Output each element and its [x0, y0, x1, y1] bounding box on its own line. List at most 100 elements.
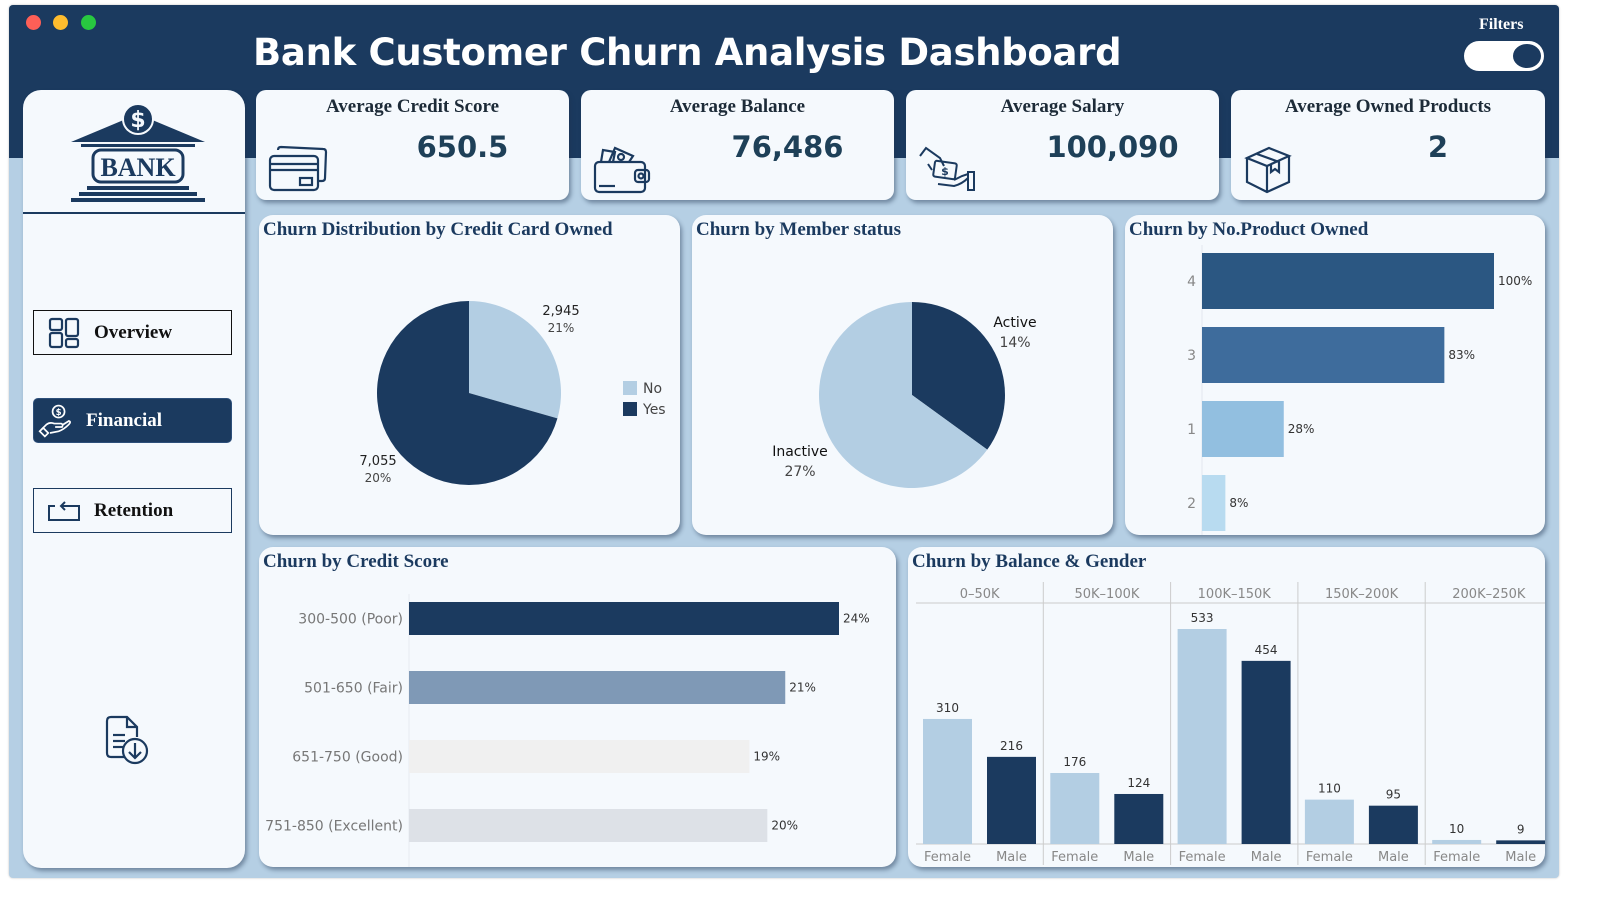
value-label: 8% [1229, 496, 1248, 510]
category-label: Female [1433, 850, 1480, 865]
value-label: 20% [771, 819, 798, 833]
return-arrow-icon [46, 493, 82, 529]
layout-grid-icon [46, 315, 82, 351]
bar-female [1304, 799, 1354, 844]
value-label: 533 [1191, 611, 1214, 625]
panel-title: Churn by Credit Score [263, 551, 449, 572]
nav-overview-button[interactable]: Overview [33, 310, 232, 355]
panel-title: Churn by Balance & Gender [912, 551, 1147, 572]
svg-text:$: $ [56, 408, 62, 418]
category-label: Female [1306, 850, 1353, 865]
category-label: Male [996, 850, 1027, 865]
bar-female [1177, 629, 1227, 844]
product-bar-chart: 4 100%3 83%1 28%2 8% [1187, 245, 1532, 535]
category-label: Female [1051, 850, 1098, 865]
value-label: 454 [1255, 643, 1278, 657]
slice-rate-label: 14% [999, 335, 1030, 351]
kpi-value: 76,486 [731, 130, 844, 164]
bar [1202, 253, 1494, 309]
pie-slice-inactive [819, 302, 988, 488]
value-label: 110 [1318, 782, 1341, 796]
slice-rate-label: 21% [548, 321, 575, 335]
pie-slice-no [469, 301, 561, 419]
bar [409, 740, 750, 773]
nav-financial-button[interactable]: $ Financial [33, 398, 232, 443]
credit-card-icon [268, 145, 328, 192]
group-label: 150K–200K [1325, 587, 1399, 602]
bar [409, 671, 786, 704]
file-download-icon[interactable] [105, 715, 153, 767]
category-label: 1 [1187, 422, 1196, 438]
bar-female [923, 718, 972, 844]
value-label: 21% [789, 681, 816, 695]
bar-male [987, 756, 1036, 844]
panel-title: Churn by No.Product Owned [1129, 219, 1369, 240]
close-window-button[interactable] [26, 15, 41, 30]
slice-name-label: Active [993, 315, 1036, 331]
panel-title: Churn Distribution by Credit Card Owned [263, 219, 613, 240]
bar [409, 809, 768, 842]
slice-rate-label: 27% [784, 464, 815, 480]
nav-retention-button[interactable]: Retention [33, 488, 232, 533]
kpi-card-balance: Average Balance 76,486 [581, 90, 894, 200]
kpi-card-salary: Average Salary $ 100,090 [906, 90, 1219, 200]
value-label: 24% [843, 612, 870, 626]
value-label: 310 [936, 701, 959, 715]
category-label: Male [1251, 850, 1282, 865]
bar-female [1050, 773, 1100, 844]
member-status-pie-chart: Active 14% Inactive 27% [772, 302, 1037, 488]
slice-name-label: Inactive [772, 444, 828, 460]
bar-female [1432, 839, 1482, 844]
group-label: 100K–150K [1198, 587, 1272, 602]
pie-slice-active [912, 302, 1005, 450]
value-label: 28% [1288, 422, 1315, 436]
value-label: 216 [1000, 739, 1023, 753]
panel-member-status-churn: Churn by Member status Active 14% Inactive… [692, 215, 1113, 535]
bar [409, 602, 839, 635]
maximize-window-button[interactable] [81, 15, 96, 30]
bar-male [1368, 805, 1418, 844]
kpi-card-credit-score: Average Credit Score 650.5 [256, 90, 569, 200]
wallet-icon [593, 146, 651, 194]
category-label: 2 [1187, 496, 1196, 512]
bar [1202, 327, 1445, 383]
bar-male [1241, 660, 1291, 844]
sidebar-divider [23, 212, 245, 214]
kpi-title: Average Balance [669, 96, 806, 117]
salary-hand-icon: $ [919, 146, 975, 191]
category-label: Female [924, 850, 971, 865]
value-label: 19% [753, 750, 780, 764]
value-label: 124 [1127, 776, 1150, 790]
panel-title: Churn by Member status [696, 219, 901, 240]
nav-financial-label: Financial [86, 409, 163, 431]
category-label: 3 [1187, 348, 1196, 364]
app-window: Bank Customer Churn Analysis Dashboard F… [9, 5, 1559, 878]
balance-gender-bar-chart: 0–50K 310 Female 216 Male 50K–100K 176 Female 12… [916, 582, 1545, 865]
slice-count-label: 2,945 [542, 304, 579, 319]
legend-label: No [643, 381, 662, 397]
pie-slice-yes [377, 301, 558, 485]
filters-toggle[interactable] [1464, 41, 1544, 71]
kpi-title: Average Owned Products [1284, 96, 1492, 117]
kpi-value: 650.5 [416, 130, 509, 164]
hand-dollar-icon: $ [38, 403, 74, 439]
category-label: 651-750 (Good) [292, 750, 403, 766]
bar [1202, 475, 1226, 531]
kpi-title: Average Credit Score [325, 96, 500, 117]
category-label: 751-850 (Excellent) [265, 819, 403, 835]
category-label: 501-650 (Fair) [304, 681, 403, 697]
toggle-knob[interactable] [1512, 43, 1542, 69]
minimize-window-button[interactable] [53, 15, 68, 30]
bar [1202, 401, 1284, 457]
kpi-title: Average Salary [1000, 96, 1125, 117]
panel-credit-score-churn: Churn by Credit Score 300-500 (Poor) 24% 5… [259, 547, 896, 867]
credit-score-bar-chart: 300-500 (Poor) 24% 501-650 (Fair) 21% 651-75… [265, 594, 870, 867]
panel-credit-card-churn: Churn Distribution by Credit Card Owned … [259, 215, 680, 535]
value-label: 10 [1449, 822, 1464, 836]
value-label: 9 [1517, 822, 1525, 836]
group-label: 200K–250K [1452, 587, 1526, 602]
bank-building-icon: $ BANK [71, 103, 205, 202]
panel-product-churn: Churn by No.Product Owned 4 100% 3 83% 1 28% 2… [1125, 215, 1545, 535]
legend-label: Yes [642, 402, 666, 418]
value-label: 100% [1498, 274, 1532, 288]
